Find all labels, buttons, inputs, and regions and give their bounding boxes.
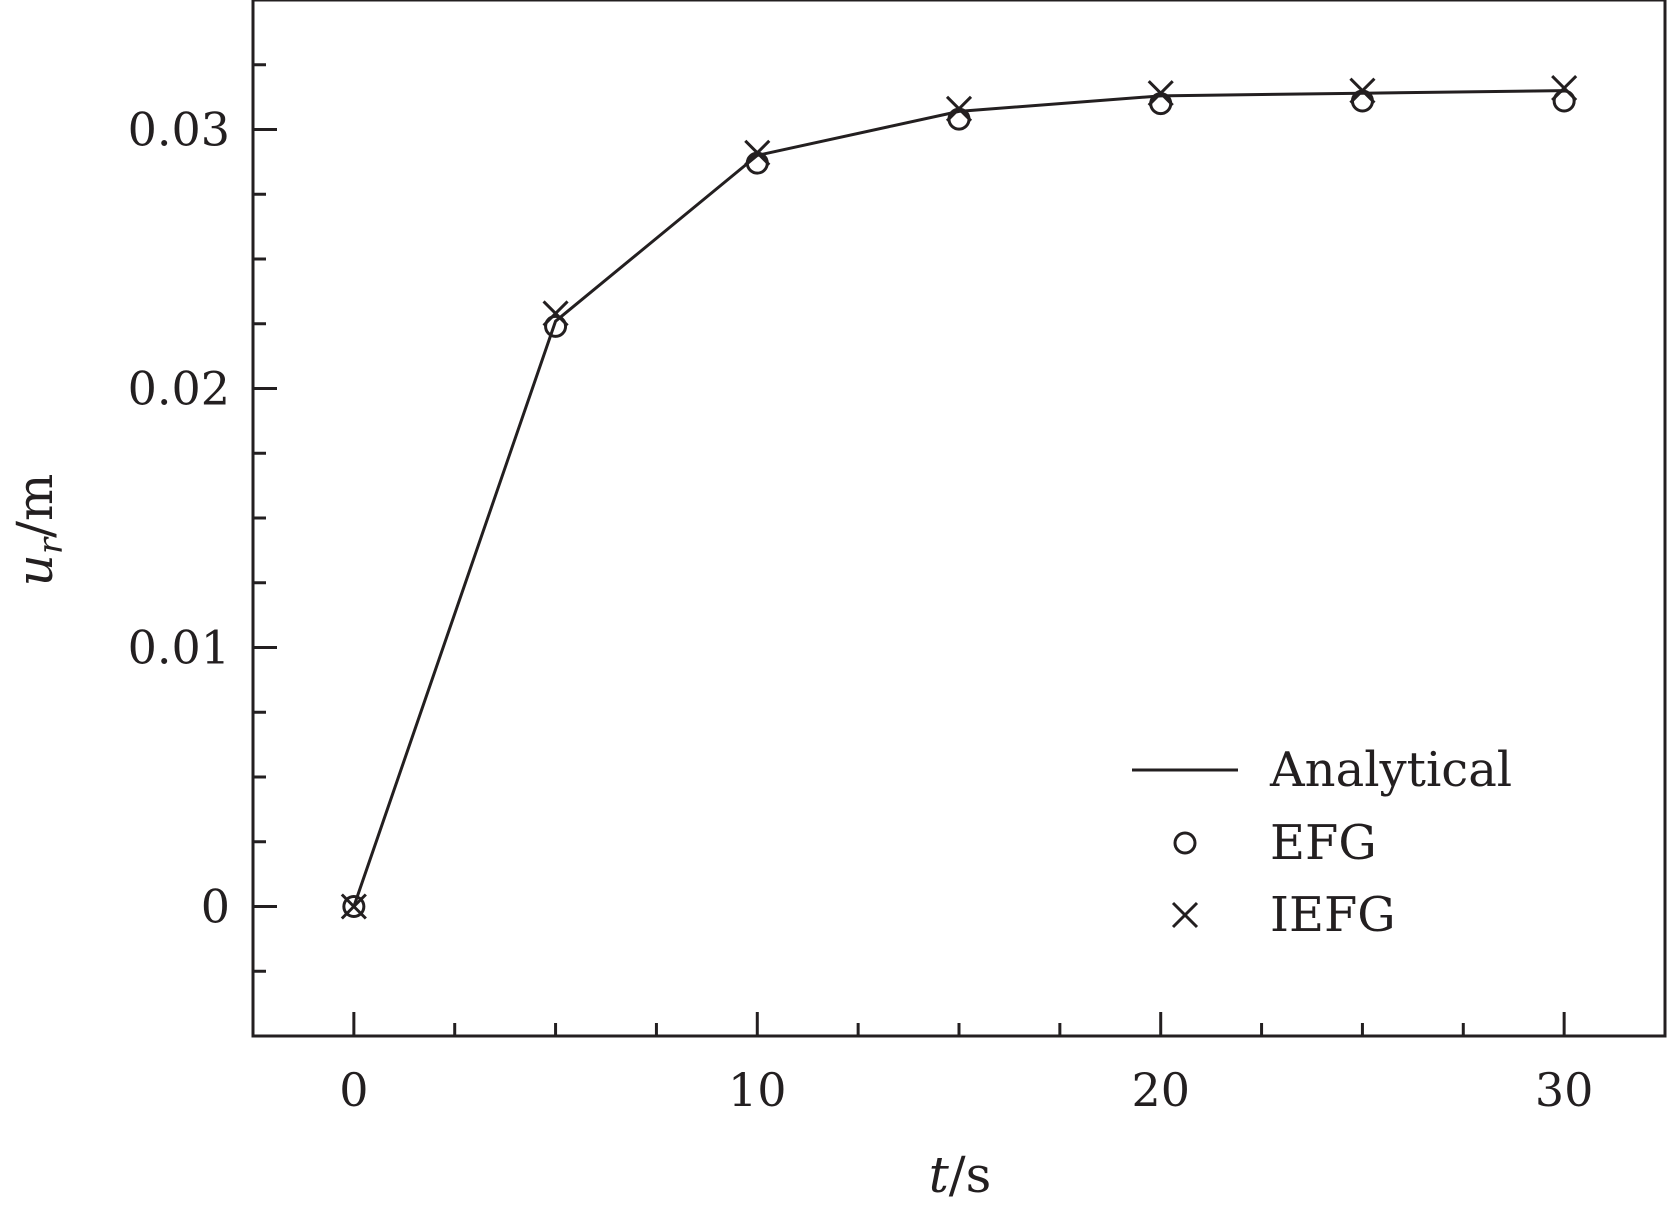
y-tick-label: 0.03 (128, 103, 230, 157)
cross-stroke (340, 893, 367, 920)
legend-label-efg: EFG (1270, 815, 1377, 871)
x-tick-label: 10 (728, 1063, 787, 1117)
data-point-iefg (1349, 77, 1376, 104)
plot-frame (251, 0, 1667, 1038)
y-axis-variable: u (6, 554, 64, 586)
data-point-iefg (1147, 80, 1174, 107)
y-tick-label: 0.02 (128, 362, 230, 416)
data-point-iefg (945, 95, 973, 122)
y-axis-subscript: r (31, 536, 71, 554)
x-axis-label: t/s (929, 1146, 992, 1204)
y-axis-unit: m (6, 474, 64, 521)
legend-marker-efg (1173, 831, 1197, 855)
tick-labels: 0 10 20 30 0 0.01 0.02 0.03 (128, 103, 1594, 1118)
legend-marker-iefg (1171, 901, 1199, 929)
cross-stroke (1147, 80, 1174, 107)
x-axis-unit: s (966, 1146, 992, 1204)
x-tick-label: 0 (339, 1063, 368, 1117)
y-axis-separator: / (6, 521, 64, 538)
data-point-efg (342, 895, 366, 918)
data-point-iefg (542, 300, 569, 327)
data-point-iefg (744, 139, 771, 166)
cross-stroke (542, 300, 569, 327)
data-point-efg (1552, 89, 1576, 113)
data-point-iefg (340, 893, 367, 920)
data-point-efg (544, 314, 568, 338)
cross-stroke (1349, 77, 1376, 104)
legend-label-analytical: Analytical (1269, 742, 1512, 798)
tick-marks (251, 0, 1667, 1038)
x-tick-label: 30 (1535, 1063, 1594, 1117)
cross-stroke (1551, 74, 1578, 102)
y-axis-label: ur/m (6, 474, 71, 587)
data-point-iefg (1551, 74, 1578, 102)
y-tick-label: 0.01 (128, 621, 230, 675)
series-line-analytical (352, 89, 1565, 907)
series-layer (340, 74, 1578, 920)
legend: Analytical EFG IEFG (1132, 742, 1512, 943)
x-axis-separator: / (949, 1146, 966, 1204)
legend-label-iefg: IEFG (1270, 887, 1396, 943)
x-axis-variable: t (929, 1146, 950, 1204)
cross-stroke (744, 139, 771, 166)
y-tick-label: 0 (201, 880, 230, 934)
cross-stroke (945, 95, 973, 122)
x-tick-label: 20 (1131, 1063, 1190, 1117)
